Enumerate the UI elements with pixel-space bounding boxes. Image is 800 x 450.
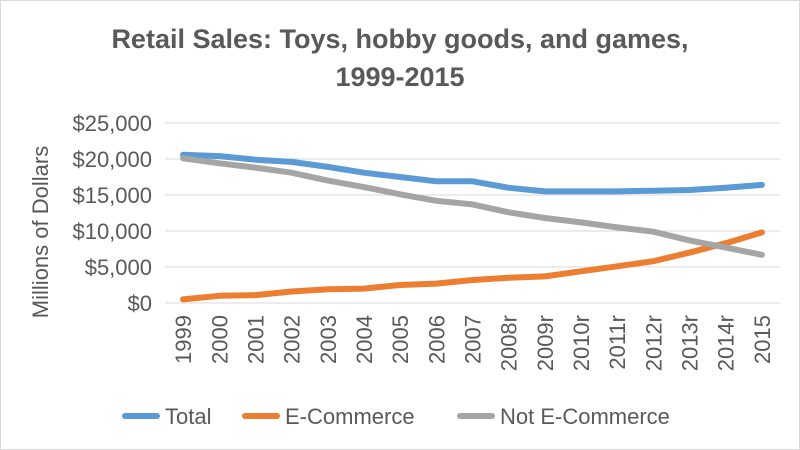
series-line bbox=[180, 229, 765, 303]
y-tick-label: $25,000 bbox=[72, 111, 152, 136]
x-tick-label: 2000 bbox=[207, 315, 232, 364]
x-tick-label: 2012r bbox=[641, 315, 666, 371]
x-tick-label: 2001 bbox=[243, 315, 268, 364]
legend-label: Total bbox=[165, 404, 211, 429]
y-tick-label: $15,000 bbox=[72, 183, 152, 208]
gridlines bbox=[165, 122, 780, 304]
legend-label: E-Commerce bbox=[285, 404, 415, 429]
x-tick-label: 2010r bbox=[569, 315, 594, 371]
x-tick-label: 2002 bbox=[280, 315, 305, 364]
x-tick-label: 2015 bbox=[750, 315, 775, 364]
x-tick-label: 1999 bbox=[171, 315, 196, 364]
series-line bbox=[180, 155, 765, 258]
y-tick-label: $10,000 bbox=[72, 219, 152, 244]
x-tick-label: 2006 bbox=[424, 315, 449, 364]
x-tick-label: 2014r bbox=[714, 315, 739, 371]
legend: Total E-Commerce Not E-Commerce bbox=[122, 404, 670, 429]
x-tick-label: 2004 bbox=[352, 315, 377, 364]
series-total bbox=[180, 151, 765, 195]
legend-label: Not E-Commerce bbox=[500, 404, 670, 429]
chart-title: Retail Sales: Toys, hobby goods, and gam… bbox=[111, 24, 688, 92]
chart-title-line-2: 1999-2015 bbox=[335, 62, 464, 92]
legend-item: Total bbox=[122, 404, 211, 429]
y-axis-ticks: $0 $5,000 $10,000 $15,000 $20,000 $25,000 bbox=[72, 111, 152, 316]
series-e-commerce bbox=[180, 229, 765, 303]
y-tick-label: $0 bbox=[128, 291, 152, 316]
x-tick-label: 2011r bbox=[605, 315, 630, 370]
x-tick-label: 2008r bbox=[497, 315, 522, 371]
x-tick-label: 2003 bbox=[316, 315, 341, 364]
x-axis-ticks: 1999 2000 2001 2002 2003 2004 2005 2006 2007 2008… bbox=[171, 315, 775, 371]
x-tick-label: 2005 bbox=[388, 315, 413, 364]
series-line bbox=[180, 151, 765, 195]
x-tick-label: 2013r bbox=[678, 315, 703, 371]
y-axis-title: Millions of Dollars bbox=[28, 146, 53, 318]
series-not-e-commerce bbox=[180, 155, 765, 258]
legend-item: E-Commerce bbox=[242, 404, 415, 429]
y-tick-label: $5,000 bbox=[85, 255, 152, 280]
legend-item: Not E-Commerce bbox=[457, 404, 670, 429]
chart-title-line-1: Retail Sales: Toys, hobby goods, and gam… bbox=[111, 24, 688, 54]
series-lines bbox=[180, 151, 765, 303]
x-tick-label: 2007 bbox=[461, 315, 486, 364]
x-tick-label: 2009r bbox=[533, 315, 558, 371]
y-tick-label: $20,000 bbox=[72, 147, 152, 172]
